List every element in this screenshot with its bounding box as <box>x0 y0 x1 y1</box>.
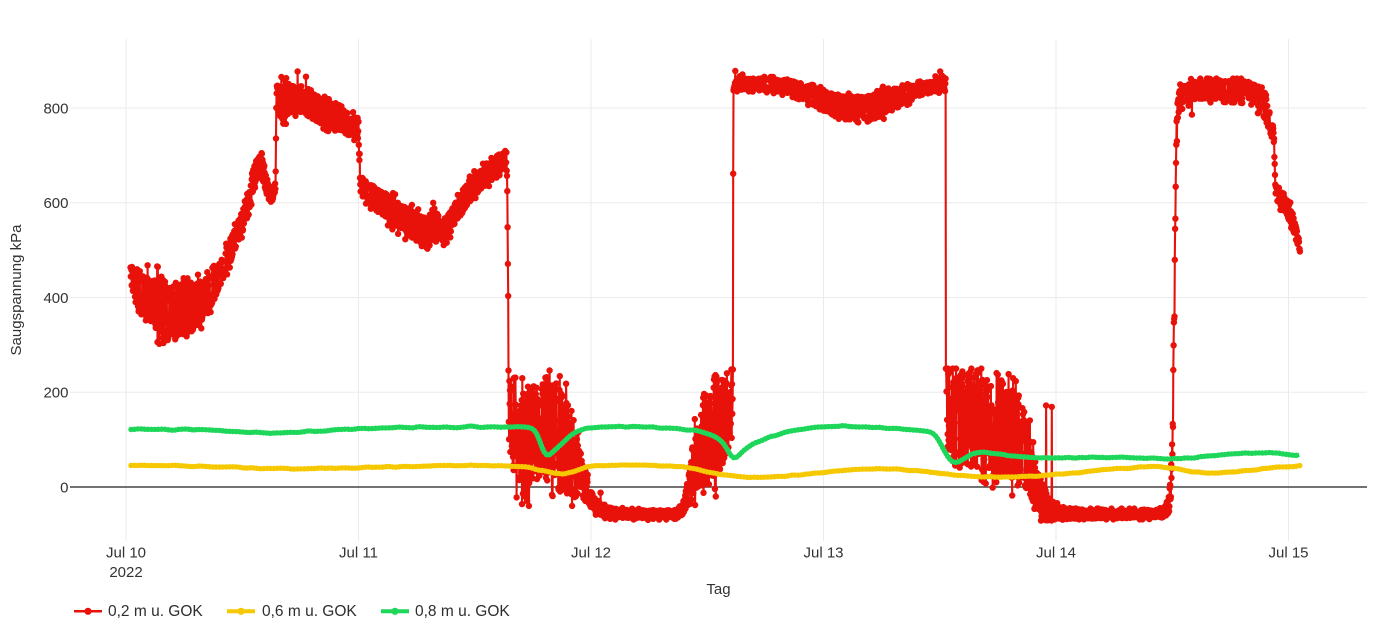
svg-text:0,6 m u. GOK: 0,6 m u. GOK <box>262 603 357 620</box>
svg-text:Saugspannung kPa: Saugspannung kPa <box>8 224 25 356</box>
svg-text:Jul 15: Jul 15 <box>1268 545 1308 562</box>
svg-text:0,8 m u. GOK: 0,8 m u. GOK <box>415 603 510 620</box>
svg-text:Jul 13: Jul 13 <box>803 545 843 562</box>
svg-text:400: 400 <box>43 290 68 307</box>
svg-text:Jul 11: Jul 11 <box>339 545 378 562</box>
svg-text:200: 200 <box>43 385 68 402</box>
svg-text:0,2 m u. GOK: 0,2 m u. GOK <box>108 603 203 620</box>
svg-text:800: 800 <box>43 100 68 117</box>
svg-text:600: 600 <box>43 195 68 212</box>
svg-text:Jul 10: Jul 10 <box>106 545 146 562</box>
svg-text:0: 0 <box>60 479 68 496</box>
svg-text:Jul 12: Jul 12 <box>571 545 611 562</box>
svg-text:Jul 14: Jul 14 <box>1036 545 1076 562</box>
svg-text:Tag: Tag <box>706 581 730 598</box>
svg-text:2022: 2022 <box>109 564 142 581</box>
